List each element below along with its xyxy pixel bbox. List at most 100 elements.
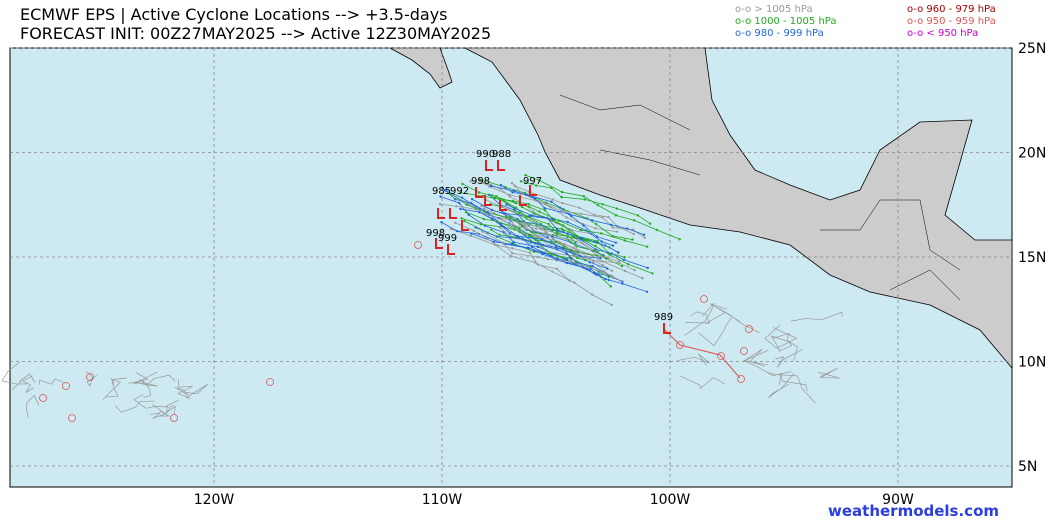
track-point bbox=[568, 260, 572, 263]
track-point bbox=[482, 207, 486, 210]
track-point bbox=[530, 214, 533, 217]
track-point bbox=[655, 228, 658, 232]
track-point bbox=[570, 257, 573, 261]
track-point bbox=[508, 232, 512, 235]
track-point bbox=[678, 238, 681, 241]
track-point bbox=[592, 259, 595, 262]
track-point bbox=[550, 217, 554, 221]
low-symbol bbox=[447, 244, 455, 255]
track bbox=[677, 353, 710, 366]
track-point bbox=[502, 212, 506, 215]
track-point bbox=[559, 209, 563, 213]
track-point bbox=[571, 254, 575, 258]
track-point bbox=[645, 290, 649, 293]
track-point bbox=[555, 267, 559, 271]
track-point bbox=[470, 198, 474, 201]
low-symbol bbox=[529, 185, 537, 196]
track-point bbox=[555, 248, 559, 251]
track-point bbox=[583, 198, 587, 201]
low-symbol bbox=[499, 200, 507, 211]
track-point bbox=[596, 204, 600, 207]
track-point bbox=[499, 183, 503, 187]
track-point bbox=[563, 243, 567, 246]
track-point bbox=[541, 226, 545, 230]
track-point bbox=[480, 204, 483, 208]
track-point bbox=[560, 190, 564, 194]
low-symbol bbox=[461, 220, 469, 231]
track-point bbox=[620, 279, 623, 283]
track-point bbox=[536, 263, 539, 266]
track-point bbox=[461, 182, 464, 186]
track-point bbox=[565, 216, 568, 219]
low-marker bbox=[170, 414, 178, 422]
track-point bbox=[489, 184, 493, 188]
track-point bbox=[496, 244, 499, 247]
track-point bbox=[449, 192, 452, 195]
track-point bbox=[534, 238, 538, 242]
track bbox=[790, 311, 843, 322]
track-point bbox=[610, 303, 613, 307]
track-point bbox=[611, 226, 615, 229]
low-symbol bbox=[519, 195, 527, 206]
track-point bbox=[535, 234, 539, 237]
track-point bbox=[557, 219, 561, 222]
track bbox=[664, 329, 741, 379]
track-point bbox=[527, 202, 530, 206]
track-point bbox=[576, 238, 579, 241]
track-point bbox=[543, 202, 546, 205]
track-point bbox=[545, 216, 549, 220]
track-point bbox=[524, 173, 527, 177]
track-point bbox=[469, 234, 472, 238]
track-point bbox=[469, 180, 472, 183]
track-point bbox=[441, 186, 444, 189]
track-point bbox=[636, 214, 640, 217]
legend-entry: o-o < 950 hPa bbox=[907, 28, 978, 39]
track-point bbox=[568, 212, 571, 216]
track-point bbox=[524, 222, 527, 226]
legend-entry: o-o 960 - 979 hPa bbox=[907, 4, 996, 15]
track-point bbox=[580, 212, 583, 216]
track-point bbox=[600, 232, 603, 235]
track-point bbox=[459, 207, 462, 211]
track-point bbox=[460, 196, 464, 199]
track-point bbox=[648, 222, 652, 225]
track-point bbox=[490, 228, 493, 232]
pressure-label: 990 bbox=[476, 149, 495, 160]
track bbox=[680, 375, 725, 390]
track-point bbox=[586, 238, 590, 242]
track-point bbox=[529, 241, 533, 244]
track-point bbox=[470, 201, 473, 205]
low-marker bbox=[86, 373, 94, 381]
watermark: weathermodels.com bbox=[828, 502, 999, 520]
track-point bbox=[493, 211, 496, 215]
track-point bbox=[551, 198, 555, 201]
track-point bbox=[523, 191, 527, 195]
lat-label: 5N bbox=[1018, 459, 1037, 475]
track bbox=[114, 400, 155, 413]
track-point bbox=[520, 205, 524, 209]
track bbox=[775, 349, 803, 368]
track-point bbox=[573, 281, 576, 284]
track-point bbox=[519, 180, 523, 183]
track-point bbox=[535, 184, 538, 187]
track-point bbox=[524, 214, 527, 218]
track-point bbox=[579, 238, 582, 241]
track-point bbox=[566, 237, 569, 241]
track-point bbox=[537, 179, 541, 182]
track-point bbox=[543, 232, 547, 235]
pressure-label: 988 bbox=[492, 149, 511, 160]
title: ECMWF EPS | Active Cyclone Locations -->… bbox=[20, 5, 448, 24]
track-point bbox=[596, 254, 599, 257]
track-point bbox=[616, 251, 620, 254]
track bbox=[174, 386, 189, 396]
track-point bbox=[528, 251, 531, 254]
track bbox=[106, 378, 119, 398]
track-point bbox=[581, 242, 584, 245]
track-point bbox=[633, 268, 636, 272]
track bbox=[771, 332, 793, 352]
track-point bbox=[582, 224, 585, 227]
lat-label: 10N bbox=[1018, 355, 1046, 371]
track-point bbox=[532, 250, 536, 253]
lon-label: 120W bbox=[194, 492, 235, 508]
track-point bbox=[576, 256, 579, 260]
